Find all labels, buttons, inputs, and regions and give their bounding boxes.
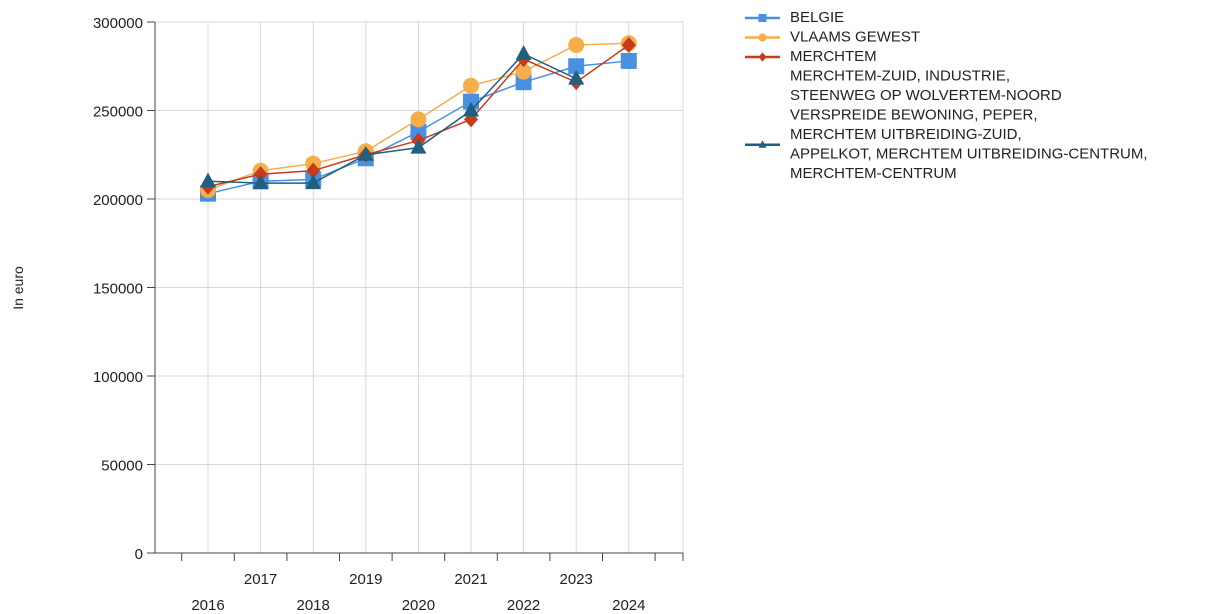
data-point: [620, 52, 637, 69]
data-point: [410, 123, 427, 140]
grid: [155, 21, 684, 553]
legend-label: VERSPREIDE BEWONING, PEPER,: [790, 107, 1038, 124]
x-tick-label: 2019: [349, 571, 382, 588]
y-axis-label: In euro: [10, 266, 26, 310]
legend-swatch-marker: [758, 33, 767, 42]
series-3: [200, 45, 585, 190]
legend-swatch-marker: [758, 14, 767, 22]
legend-label: BELGIE: [790, 9, 844, 26]
y-tick-label: 250000: [93, 104, 143, 121]
legend-swatch-marker: [758, 52, 767, 62]
data-point: [357, 145, 374, 161]
data-point: [515, 45, 532, 60]
data-point: [463, 101, 479, 117]
legend-entry: VLAAMS GEWEST: [745, 29, 920, 46]
y-tick-label: 50000: [101, 458, 143, 475]
y-tick-label: 300000: [93, 15, 143, 32]
data-point: [305, 174, 322, 190]
legend-label: STEENWEG OP WOLVERTEM-NOORD: [790, 87, 1062, 104]
legend-label: MERCHTEM: [790, 48, 877, 65]
y-tick-label: 0: [135, 546, 143, 563]
legend-label: APPELKOT, MERCHTEM UITBREIDING-CENTRUM,: [790, 146, 1148, 163]
legend-entry: BELGIE: [745, 9, 844, 26]
legend-label: MERCHTEM-ZUID, INDUSTRIE,: [790, 68, 1010, 85]
data-point: [515, 63, 532, 80]
legend-label: MERCHTEM-CENTRUM: [790, 165, 957, 182]
legend-entry: MERCHTEM-ZUID, INDUSTRIE, STEENWEG OP WOL…: [790, 68, 1062, 105]
legend-entry: VERSPREIDE BEWONING, PEPER, MERCHTEM UITB…: [745, 107, 1148, 182]
data-point: [200, 172, 216, 188]
y-tick-label: 150000: [93, 281, 143, 298]
x-tick-label: 2018: [297, 597, 330, 614]
data-point: [621, 36, 636, 54]
data-point: [252, 174, 269, 190]
axes: [147, 21, 684, 561]
data-point: [568, 58, 585, 75]
x-tick-label: 2017: [244, 571, 277, 588]
x-tick-label: 2016: [191, 597, 224, 614]
data-point: [463, 77, 479, 94]
data-point: [306, 162, 321, 179]
y-tick-label: 100000: [93, 369, 143, 386]
data-point: [253, 166, 268, 183]
legend-swatch-marker: [758, 140, 767, 148]
data-point: [410, 111, 427, 128]
data-point: [410, 138, 427, 154]
x-tick-label: 2023: [560, 571, 593, 588]
tick-labels: 0 50000 100000 150000 200000 250000 300000 2016…: [93, 15, 646, 614]
data-point: [568, 69, 585, 85]
y-tick-label: 200000: [93, 192, 143, 209]
legend-label: MERCHTEM UITBREIDING-ZUID,: [790, 126, 1022, 143]
x-tick-label: 2024: [612, 597, 645, 614]
legend-label: VLAAMS GEWEST: [790, 29, 920, 46]
legend-entry: MERCHTEM: [745, 48, 877, 65]
legend: BELGIE VLAAMS GEWEST MERCHTEM MERCHTEM-ZUID…: [745, 9, 1148, 182]
x-tick-label: 2021: [454, 571, 487, 588]
series-group: [200, 35, 637, 202]
x-tick-label: 2020: [402, 597, 435, 614]
series-line: [207, 52, 577, 184]
data-point: [568, 37, 585, 54]
x-tick-label: 2022: [507, 597, 540, 614]
